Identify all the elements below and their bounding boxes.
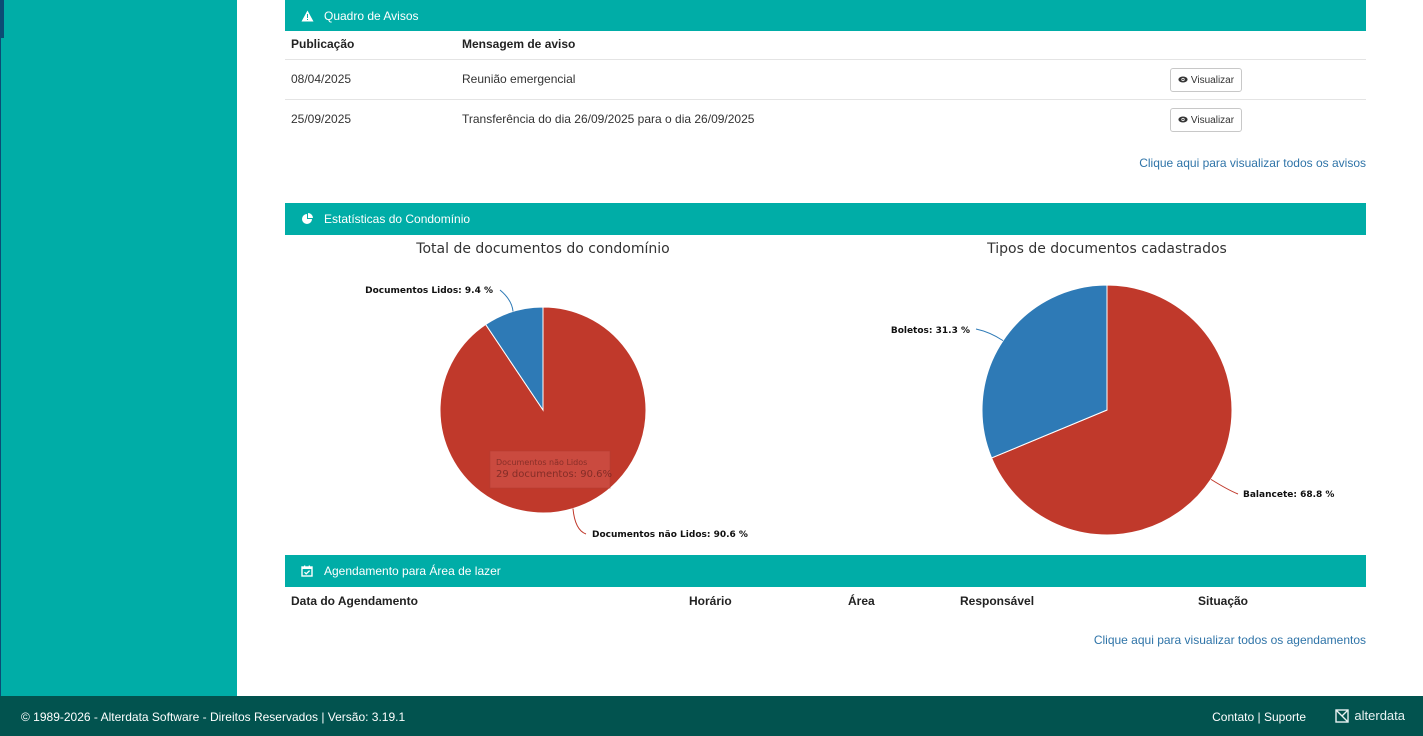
divider xyxy=(285,99,1366,100)
stats-title: Estatísticas do Condomínio xyxy=(324,212,471,226)
calendar-check-icon xyxy=(300,564,314,578)
notice-message: Reunião emergencial xyxy=(462,72,576,86)
sidebar-active-marker xyxy=(1,0,4,38)
col-header-schedule-date: Data do Agendamento xyxy=(291,594,418,608)
footer-copyright: © 1989-2026 - Alterdata Software - Direi… xyxy=(21,710,406,724)
col-header-area: Área xyxy=(848,594,875,608)
col-header-status: Situação xyxy=(1198,594,1249,608)
notice-date: 25/09/2025 xyxy=(291,112,352,126)
support-link[interactable]: Suporte xyxy=(1263,710,1306,724)
notice-message: Transferência do dia 26/09/2025 para o d… xyxy=(462,112,755,126)
col-header-date: Publicação xyxy=(291,37,355,51)
pie-data-label: Documentos Lidos: 9.4 % xyxy=(365,286,493,296)
sidebar xyxy=(0,0,237,696)
view-notice-label: Visualizar xyxy=(1190,114,1235,126)
view-all-notices-link[interactable]: Clique aqui para visualizar todos os avi… xyxy=(1139,156,1366,170)
view-notice-button[interactable]: Visualizar xyxy=(1170,108,1242,132)
tooltip-title: Documentos não Lidos xyxy=(496,458,587,467)
alterdata-logo-icon xyxy=(1335,708,1350,723)
col-header-time: Horário xyxy=(689,594,732,608)
pie-slice-documentos-lidos[interactable] xyxy=(484,306,544,412)
schedule-panel-header: Agendamento para Área de lazer xyxy=(285,555,1366,587)
pie-label-connector xyxy=(1210,478,1239,495)
col-header-message: Mensagem de aviso xyxy=(462,37,576,51)
footer-separator: | xyxy=(1257,710,1261,724)
pie-slice-boletos[interactable] xyxy=(981,284,1108,459)
chart-title-documents: Total de documentos do condomínio xyxy=(416,241,670,257)
notices-title: Quadro de Avisos xyxy=(324,8,419,23)
view-all-schedules-link[interactable]: Clique aqui para visualizar todos os age… xyxy=(1093,633,1366,647)
pie-slice-documentos-n-o-lidos[interactable] xyxy=(439,306,647,514)
pie-label-connector xyxy=(572,508,587,535)
pie-chart-types: Balancete: 68.8 % Boletos: 31.3 % xyxy=(891,284,1334,536)
pie-data-label: Documentos não Lidos: 90.6 % xyxy=(592,530,748,540)
alterdata-logo-text: alterdata xyxy=(1354,708,1405,723)
schedule-title: Agendamento para Área de lazer xyxy=(324,564,501,578)
warning-icon xyxy=(300,9,314,23)
col-header-responsible: Responsável xyxy=(960,594,1035,608)
stats-panel-header: Estatísticas do Condomínio xyxy=(285,203,1366,235)
contact-link[interactable]: Contato xyxy=(1212,710,1255,724)
eye-icon xyxy=(1178,115,1188,126)
footer: © 1989-2026 - Alterdata Software - Direi… xyxy=(0,696,1423,736)
alterdata-logo: alterdata xyxy=(1335,708,1405,723)
pie-slice-balancete[interactable] xyxy=(990,284,1233,536)
pie-chart-documents: Documentos não Lidos: 90.6 % Documentos L… xyxy=(365,286,748,540)
footer-links: Contato | Suporte xyxy=(1212,710,1306,724)
pie-tooltip: Documentos não Lidos 29 documentos: 90.6% xyxy=(489,450,612,489)
view-notice-label: Visualizar xyxy=(1190,74,1235,86)
divider xyxy=(285,59,1366,60)
view-notice-button[interactable]: Visualizar xyxy=(1170,68,1242,92)
pie-data-label: Balancete: 68.8 % xyxy=(1243,490,1334,500)
pie-chart-icon xyxy=(300,212,314,226)
tooltip-value: 29 documentos: 90.6% xyxy=(496,469,612,480)
eye-icon xyxy=(1178,75,1188,86)
notices-panel-header: Quadro de Avisos xyxy=(285,0,1366,31)
pie-data-label: Boletos: 31.3 % xyxy=(891,326,970,336)
notice-date: 08/04/2025 xyxy=(291,72,352,86)
pie-label-connector xyxy=(975,328,1004,342)
chart-title-types: Tipos de documentos cadastrados xyxy=(987,241,1227,257)
pie-label-connector xyxy=(499,289,514,312)
